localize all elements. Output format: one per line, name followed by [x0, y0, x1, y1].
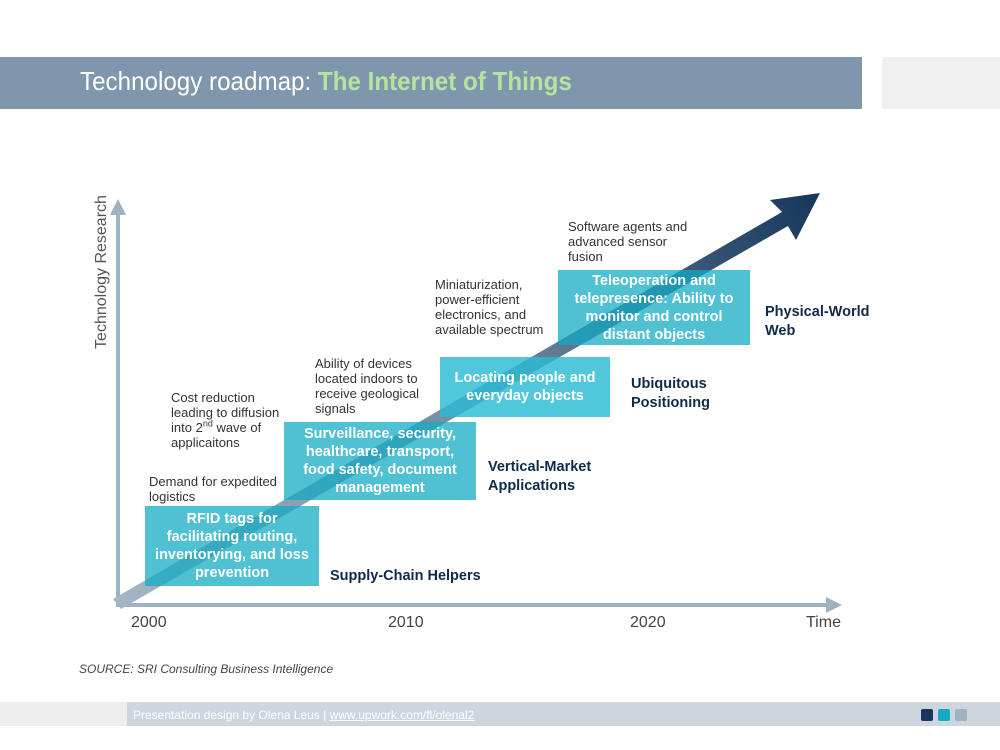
driver-note-cost-reduction: Cost reduction leading to diffusion into… [171, 390, 301, 450]
superscript-nd: nd [202, 418, 213, 429]
title-bar [0, 57, 862, 109]
title-side-panel [882, 57, 1000, 109]
stage-label-positioning: Ubiquitous Positioning [631, 376, 710, 411]
footer-square-teal [938, 709, 950, 721]
x-tick-2000: 2000 [131, 614, 167, 631]
source-note: SOURCE: SRI Consulting Business Intellig… [79, 662, 334, 676]
driver-line: applicaitons [171, 435, 240, 450]
driver-note-miniaturization: Miniaturization, power-efficient electro… [435, 277, 544, 337]
stage-box-vertical-market: Surveillance, security, healthcare, tran… [284, 422, 476, 500]
driver-line: Cost reduction [171, 390, 255, 405]
x-axis-arrowhead [826, 597, 842, 613]
stage-box-physical-web: Teleoperation and telepresence: Ability … [558, 270, 750, 345]
slide-title: Technology roadmap: The Internet of Thin… [80, 66, 572, 97]
driver-line: into 2 [171, 420, 203, 435]
driver-note-logistics: Demand for expedited logistics [149, 474, 277, 504]
y-axis-label: Technology Research [93, 195, 110, 349]
x-axis-label: Time [806, 614, 841, 631]
stage-label-vertical-market: Vertical-Market Applications [488, 459, 592, 494]
x-tick-2010: 2010 [388, 614, 424, 631]
footer-square-dark [921, 709, 933, 721]
driver-line: leading to diffusion [171, 405, 280, 420]
title-prefix: Technology roadmap: [80, 66, 318, 96]
footer-credit: Presentation design by Olena Leus | www.… [133, 708, 474, 722]
footer-link[interactable]: www.upwork.com/fl/olenal2 [329, 708, 475, 722]
top-note-software-agents: Software agents and advanced sensor fusi… [568, 219, 688, 264]
stage-box-positioning: Locating people and everyday objects [440, 357, 610, 417]
stage-label-supply-chain: Supply-Chain Helpers [330, 568, 481, 584]
y-axis-arrowhead [110, 199, 126, 215]
stage-box-rfid: RFID tags for facilitating routing, inve… [145, 506, 319, 586]
footer-inner-bar [127, 702, 1000, 726]
driver-line: wave of [212, 420, 262, 435]
title-highlight: The Internet of Things [317, 66, 572, 96]
footer-credit-text: Presentation design by Olena Leus | [133, 708, 330, 722]
driver-note-indoor-devices: Ability of devices located indoors to re… [315, 356, 420, 416]
footer-square-grey [955, 709, 967, 721]
stage-label-physical-web: Physical-World Web [765, 304, 870, 339]
x-tick-2020: 2020 [630, 614, 666, 631]
